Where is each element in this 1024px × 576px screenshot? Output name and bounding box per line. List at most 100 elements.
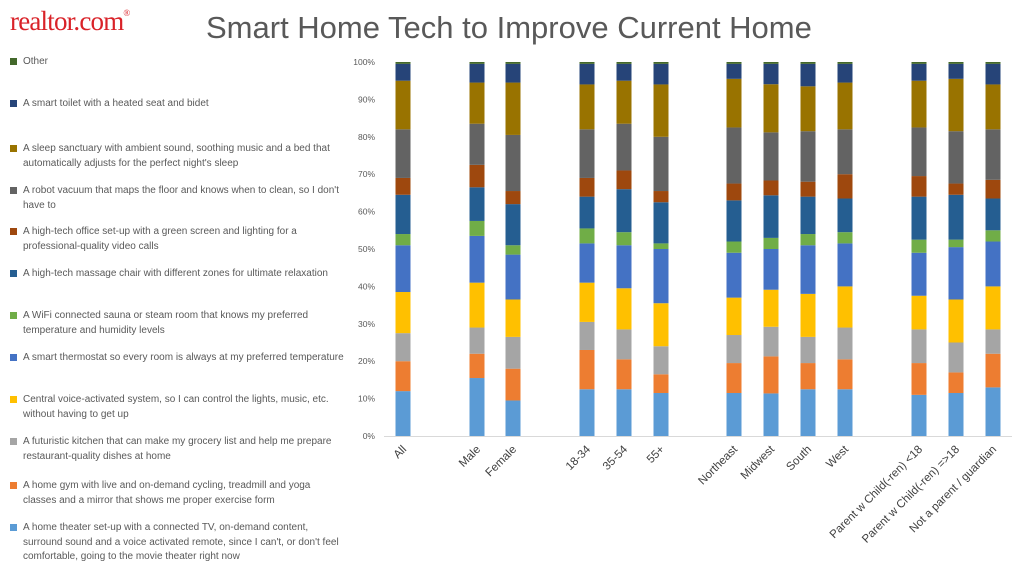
bar-segment [395, 63, 411, 81]
y-tick-label: 70% [358, 169, 375, 179]
legend-swatch [10, 524, 17, 531]
bar-segment [395, 391, 411, 436]
legend-item: A high-tech office set-up with a green s… [10, 225, 345, 254]
bar-segment [837, 62, 853, 64]
bar-segment [726, 335, 742, 364]
y-tick-label: 60% [358, 207, 375, 217]
legend-item: A smart toilet with a heated seat and bi… [10, 97, 345, 112]
bar-segment [800, 181, 816, 197]
bar-segment [837, 243, 853, 287]
bar-segment [579, 389, 595, 436]
legend-swatch [10, 482, 17, 489]
bar-segment [948, 62, 964, 64]
bar-segment [726, 200, 742, 242]
bar-segment [469, 220, 485, 236]
bar-segment [653, 136, 669, 192]
legend-item: Other [10, 55, 345, 70]
bar-segment [653, 392, 669, 436]
y-tick-label: 30% [358, 319, 375, 329]
bar-segment [800, 293, 816, 337]
bar-segment [653, 243, 669, 249]
bar-segment [616, 170, 632, 190]
bar-segment [395, 292, 411, 334]
x-tick-label: South [784, 444, 814, 474]
bar-segment [726, 241, 742, 253]
x-tick-label: 35-54 [601, 443, 631, 473]
bar-segment [800, 363, 816, 390]
legend-label: A sleep sanctuary with ambient sound, so… [23, 143, 330, 169]
legend-label: A home gym with live and on-demand cycli… [23, 480, 311, 506]
bar-segment [579, 243, 595, 283]
bar-segment [505, 254, 521, 300]
bar-segment [616, 288, 632, 330]
bar-segment [395, 80, 411, 130]
bar-segment [948, 247, 964, 300]
legend-swatch [10, 438, 17, 445]
bar-segment [726, 183, 742, 201]
y-tick-label: 40% [358, 281, 375, 291]
bar-segment [800, 336, 816, 364]
bar-segment [985, 387, 1001, 436]
bar-segment [948, 299, 964, 343]
bar-segment [800, 245, 816, 294]
bar-segment [837, 63, 853, 83]
bar-segment [579, 321, 595, 350]
legend-label: A smart thermostat so every room is alwa… [23, 352, 344, 363]
bar-segment [469, 164, 485, 188]
x-tick-label: Northeast [696, 443, 740, 487]
bar-segment [579, 84, 595, 130]
bar-segment [911, 196, 927, 240]
bar-segment [800, 86, 816, 132]
y-tick-label: 100% [353, 57, 375, 67]
bar-segment [616, 123, 632, 171]
bar-segment [616, 232, 632, 246]
brand-name: realtor.com [10, 6, 124, 36]
bar-segment [911, 252, 927, 296]
bar-segment [763, 356, 779, 394]
x-tick-label: All [392, 444, 410, 462]
bar-segment [800, 196, 816, 235]
bar-segment [505, 62, 521, 64]
bar-segment [985, 63, 1001, 85]
bar-segment [653, 249, 669, 304]
bar-segment [505, 191, 521, 205]
legend-label: A high-tech massage chair with different… [23, 268, 328, 279]
legend-label: A high-tech office set-up with a green s… [23, 226, 297, 252]
bar-segment [579, 62, 595, 64]
bar-segment [763, 62, 779, 64]
bar-segment [763, 84, 779, 133]
bar-segment [616, 62, 632, 64]
bar-segment [505, 204, 521, 246]
bar-segment [726, 78, 742, 128]
bar-segment [579, 63, 595, 85]
bar-segment [653, 374, 669, 393]
bar-segment [726, 392, 742, 436]
bar-segment [653, 303, 669, 347]
bar-segment [616, 389, 632, 436]
bar-segment [469, 353, 485, 379]
legend-label: A smart toilet with a heated seat and bi… [23, 98, 209, 109]
bar-segment [579, 177, 595, 197]
bar-segment [763, 393, 779, 436]
bar-segment [395, 177, 411, 195]
bar-segment [948, 131, 964, 184]
x-tick-label: Female [484, 444, 520, 480]
legend-item: A smart thermostat so every room is alwa… [10, 351, 345, 366]
bar-segment [395, 62, 411, 64]
bar-segment [469, 235, 485, 283]
legend-item: A home gym with live and on-demand cycli… [10, 479, 345, 508]
bar-segment [505, 336, 521, 369]
bar-segment [985, 129, 1001, 180]
legend-swatch [10, 145, 17, 152]
bar-segment [763, 237, 779, 249]
bar-segment [837, 232, 853, 244]
bar-segment [800, 62, 816, 64]
bar-segment [395, 194, 411, 235]
bar-segment [469, 123, 485, 165]
bar-segment [837, 327, 853, 360]
bar-segment [395, 129, 411, 178]
legend-item: A robot vacuum that maps the floor and k… [10, 184, 345, 213]
legend-swatch [10, 270, 17, 277]
bar-segment [579, 196, 595, 229]
bar-segment [763, 326, 779, 357]
